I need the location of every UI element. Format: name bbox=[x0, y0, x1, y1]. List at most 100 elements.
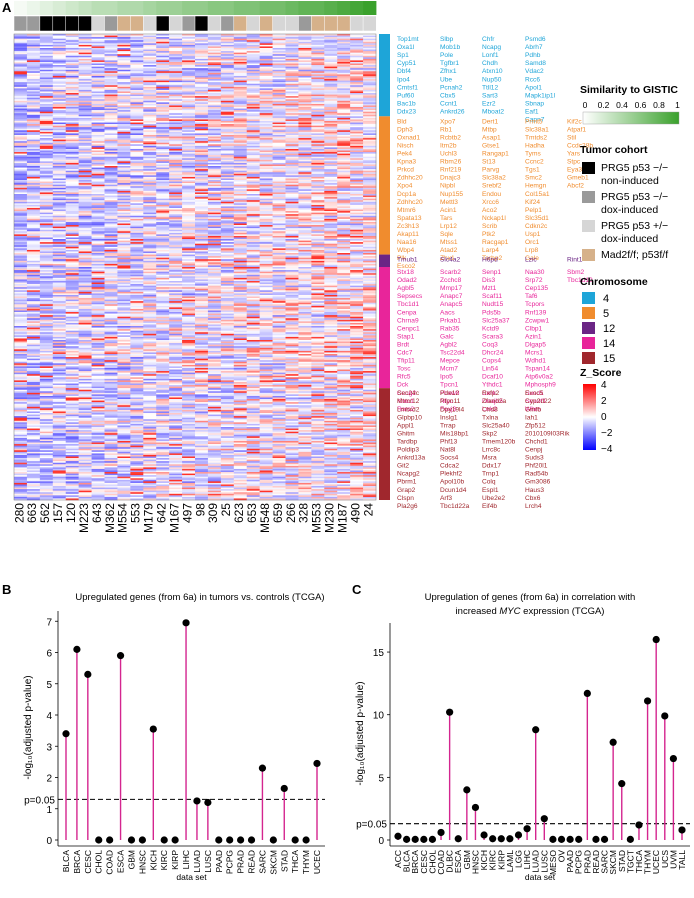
heatmap-cell bbox=[246, 74, 260, 77]
heatmap-cell bbox=[52, 162, 67, 165]
heatmap-cell bbox=[363, 103, 377, 106]
heatmap-cell bbox=[220, 291, 235, 294]
heatmap-cell bbox=[285, 71, 299, 74]
heatmap-cell bbox=[117, 237, 131, 240]
heatmap-cell bbox=[14, 155, 28, 158]
heatmap-cell bbox=[52, 150, 67, 153]
heatmap-cell bbox=[14, 237, 28, 240]
heatmap-cell bbox=[52, 113, 67, 116]
heatmap-cell bbox=[91, 239, 105, 241]
heatmap-cell bbox=[350, 305, 364, 308]
heatmap-cell bbox=[130, 187, 144, 190]
heatmap-cell bbox=[246, 167, 260, 170]
heatmap-cell bbox=[182, 161, 196, 164]
heatmap-cell bbox=[130, 285, 144, 288]
heatmap-cell bbox=[324, 65, 338, 67]
cohort-cell bbox=[78, 15, 93, 32]
heatmap-cell bbox=[285, 239, 299, 241]
heatmap-cell bbox=[117, 180, 131, 182]
heatmap-cell bbox=[104, 51, 118, 53]
heatmap-cell bbox=[195, 204, 209, 207]
heatmap-cell bbox=[117, 164, 131, 167]
heatmap-cell bbox=[91, 237, 105, 240]
heatmap-cell bbox=[324, 136, 338, 139]
heatmap-cell bbox=[363, 215, 377, 218]
heatmap-cell bbox=[52, 203, 67, 206]
heatmap-cell bbox=[182, 260, 196, 263]
heatmap-cell bbox=[324, 147, 338, 150]
heatmap-cell bbox=[104, 294, 118, 297]
heatmap-cell bbox=[311, 138, 325, 140]
heatmap-cell bbox=[39, 38, 54, 41]
heatmap-cell bbox=[143, 189, 157, 192]
heatmap-cell bbox=[14, 187, 28, 190]
heatmap-cell bbox=[298, 277, 312, 280]
heatmap-cell bbox=[143, 156, 157, 159]
heatmap-cell bbox=[272, 195, 286, 198]
heatmap-cell bbox=[14, 130, 28, 133]
heatmap-cell bbox=[156, 190, 170, 193]
heatmap-cell bbox=[169, 259, 183, 262]
heatmap-cell bbox=[130, 55, 144, 58]
heatmap-cell bbox=[233, 47, 248, 50]
heatmap-cell bbox=[26, 142, 41, 145]
heatmap-cell bbox=[311, 192, 325, 195]
heatmap-cell bbox=[311, 181, 325, 184]
heatmap-cell bbox=[350, 110, 364, 112]
heatmap-cell bbox=[350, 43, 364, 46]
heatmap-cell bbox=[104, 55, 118, 58]
heatmap-cell bbox=[182, 302, 196, 305]
heatmap-cell bbox=[39, 100, 54, 103]
heatmap-cell bbox=[39, 231, 54, 234]
heatmap-cell bbox=[78, 257, 92, 260]
heatmap-cell bbox=[91, 187, 105, 190]
heatmap-cell bbox=[26, 279, 41, 282]
heatmap-cell bbox=[91, 37, 105, 39]
heatmap-cell bbox=[156, 290, 170, 293]
heatmap-cell bbox=[311, 301, 325, 304]
heatmap-cell bbox=[207, 43, 222, 46]
heatmap-cell bbox=[130, 279, 144, 282]
similarity-cell bbox=[52, 1, 67, 15]
heatmap-cell bbox=[298, 138, 312, 140]
heatmap-cell bbox=[311, 293, 325, 296]
heatmap-cell bbox=[207, 246, 222, 249]
heatmap-cell bbox=[233, 167, 248, 170]
heatmap-cell bbox=[259, 251, 273, 254]
heatmap-cell bbox=[52, 248, 67, 251]
heatmap-cell bbox=[272, 147, 286, 150]
heatmap-cell bbox=[363, 74, 377, 77]
heatmap-cell bbox=[259, 114, 273, 117]
heatmap-cell bbox=[246, 284, 260, 286]
heatmap-cell bbox=[130, 122, 144, 125]
heatmap-cell bbox=[311, 169, 325, 171]
heatmap-cell bbox=[259, 46, 273, 49]
heatmap-cell bbox=[195, 83, 209, 86]
heatmap-cell bbox=[233, 117, 248, 120]
heatmap-cell bbox=[52, 204, 67, 207]
heatmap-cell bbox=[298, 288, 312, 291]
heatmap-cell bbox=[117, 189, 131, 192]
heatmap-cell bbox=[65, 102, 79, 105]
heatmap-cell bbox=[207, 262, 222, 265]
heatmap-cell bbox=[195, 110, 209, 112]
heatmap-cell bbox=[195, 60, 209, 63]
heatmap-cell bbox=[143, 301, 157, 304]
heatmap-cell bbox=[311, 231, 325, 234]
heatmap-cell bbox=[246, 298, 260, 300]
heatmap-cell bbox=[26, 232, 41, 235]
heatmap-cell bbox=[26, 257, 41, 260]
heatmap-cell bbox=[337, 122, 351, 125]
heatmap-cell bbox=[14, 34, 28, 36]
heatmap-cell bbox=[26, 94, 41, 97]
heatmap-cell bbox=[207, 37, 222, 39]
heatmap-cell bbox=[233, 102, 248, 105]
heatmap-cell bbox=[39, 276, 54, 279]
heatmap-cell bbox=[311, 161, 325, 164]
heatmap-cell bbox=[65, 221, 79, 224]
heatmap-cell bbox=[363, 145, 377, 148]
heatmap-cell bbox=[311, 75, 325, 78]
heatmap-cell bbox=[91, 270, 105, 272]
heatmap-cell bbox=[52, 273, 67, 276]
heatmap-cell bbox=[311, 150, 325, 153]
